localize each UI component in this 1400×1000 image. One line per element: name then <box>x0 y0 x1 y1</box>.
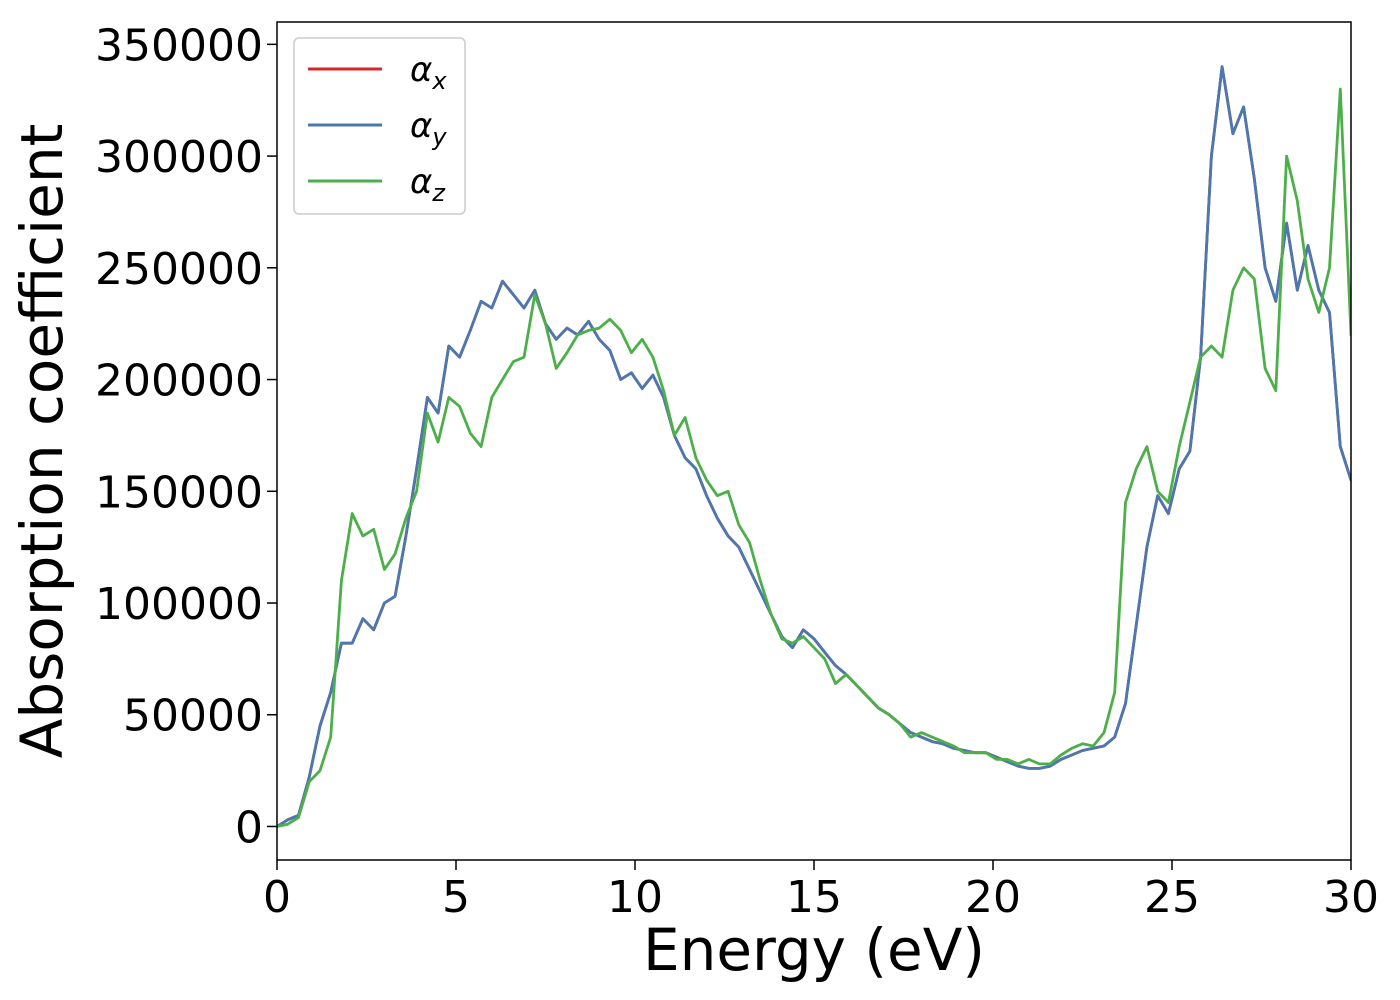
x-axis: 0 5 10 15 20 25 30 <box>263 860 1379 923</box>
x-tick-label: 30 <box>1323 872 1379 923</box>
y-tick-label: 150000 <box>95 467 263 518</box>
series-line-y <box>277 65 1351 828</box>
x-tick-label: 20 <box>965 872 1021 923</box>
y-tick-label: 50000 <box>123 691 263 742</box>
x-tick-label: 10 <box>607 872 663 923</box>
series-line-z <box>277 87 1351 828</box>
x-tick-label: 0 <box>263 872 291 923</box>
y-tick-label: 350000 <box>95 20 263 71</box>
series-layer <box>277 65 1351 828</box>
y-axis: 0 50000 100000 150000 200000 250000 300000 3500… <box>95 20 277 853</box>
y-tick-label: 300000 <box>95 132 263 183</box>
y-tick-label: 200000 <box>95 356 263 407</box>
y-tick-label: 0 <box>235 802 263 853</box>
x-tick-label: 15 <box>786 872 842 923</box>
y-tick-label: 250000 <box>95 244 263 295</box>
x-axis-label: Energy (eV) <box>643 916 985 984</box>
y-tick-label: 100000 <box>95 579 263 630</box>
x-tick-label: 25 <box>1144 872 1200 923</box>
y-axis-label: Absorption coefficient <box>8 124 76 759</box>
x-tick-label: 5 <box>442 872 470 923</box>
